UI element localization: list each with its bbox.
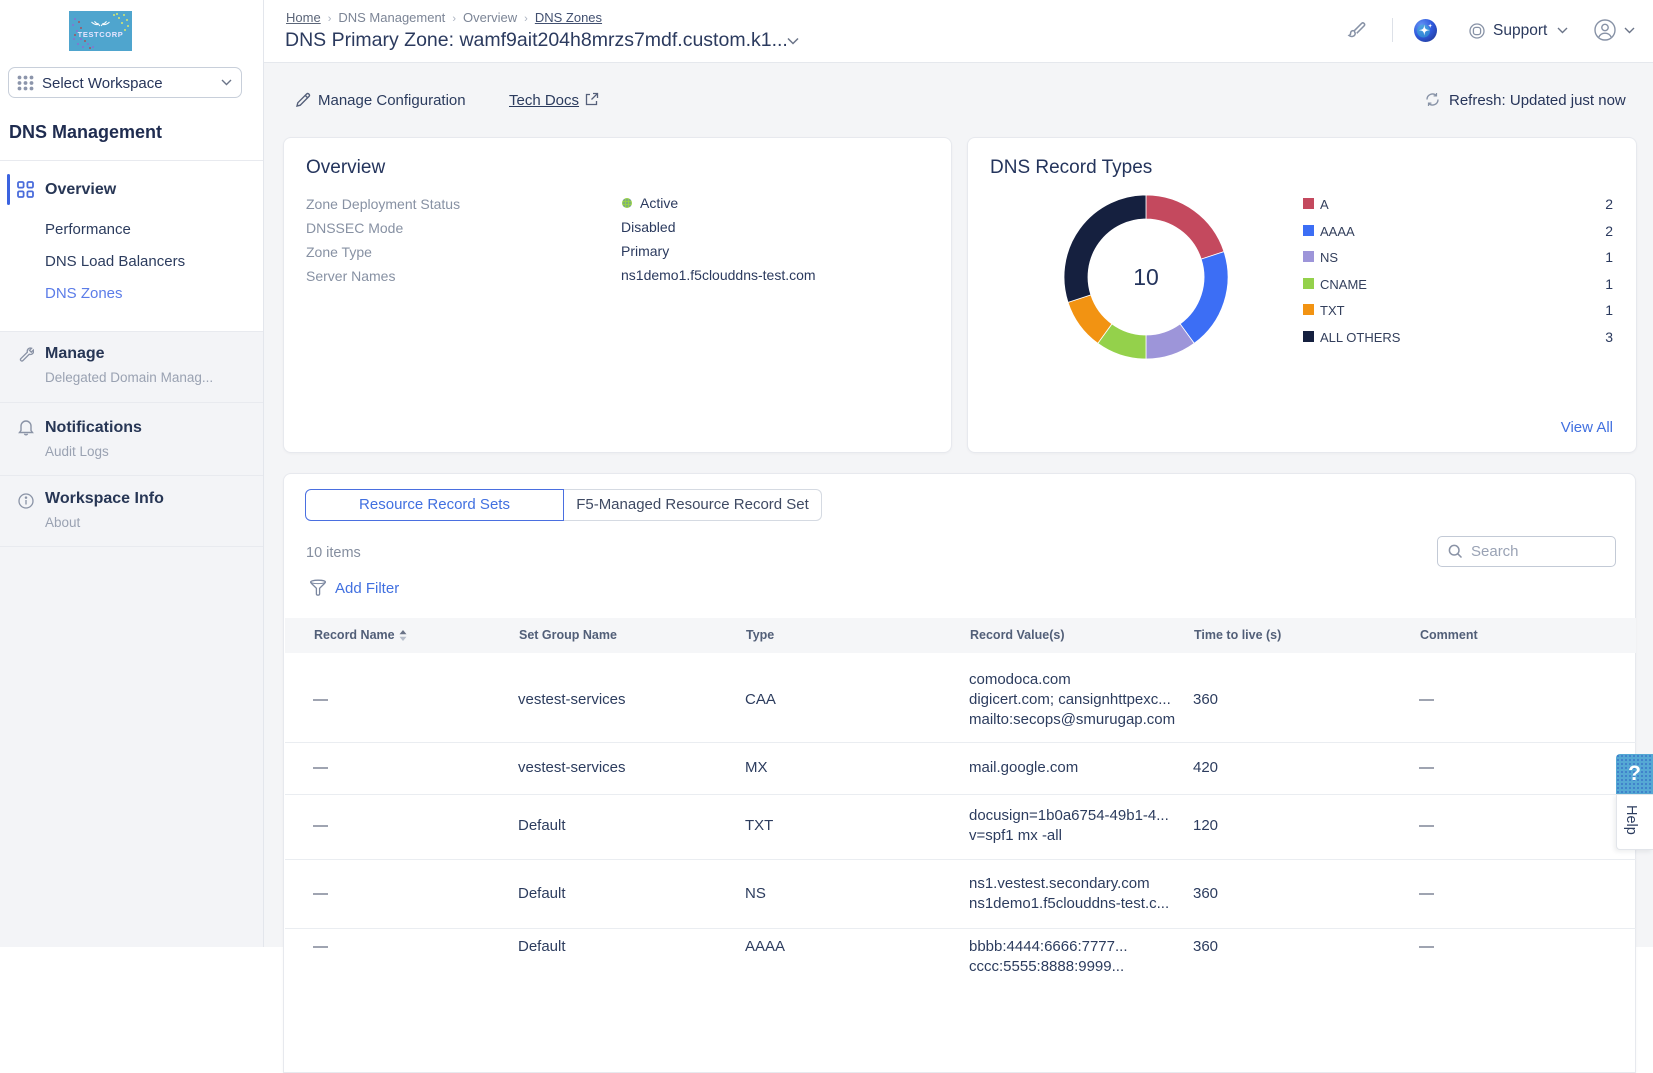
svg-text:10: 10 bbox=[1133, 264, 1159, 290]
svg-text:TESTCORP: TESTCORP bbox=[78, 30, 124, 39]
